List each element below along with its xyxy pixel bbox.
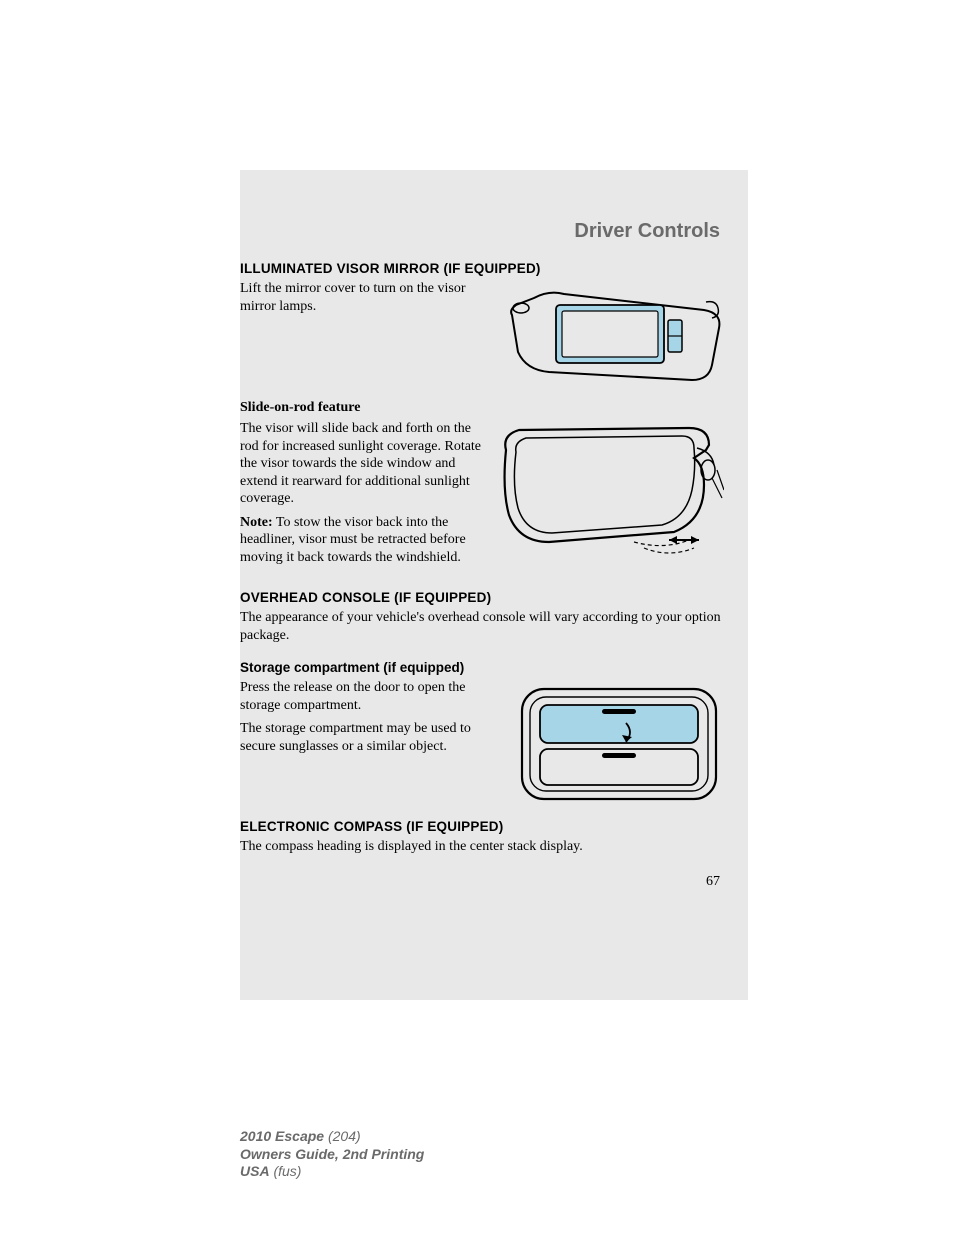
figure-visor-mirror bbox=[504, 280, 724, 390]
figure-slide-rod bbox=[494, 420, 724, 580]
body-storage-1: Press the release on the door to open th… bbox=[240, 679, 504, 714]
section-visor-mirror: Lift the mirror cover to turn on the vis… bbox=[240, 280, 724, 390]
heading-compass: ELECTRONIC COMPASS (IF EQUIPPED) bbox=[240, 819, 724, 834]
footer-line-1: 2010 Escape (204) bbox=[240, 1128, 424, 1146]
note-body: To stow the visor back into the headline… bbox=[240, 515, 466, 565]
body-compass: The compass heading is displayed in the … bbox=[240, 838, 724, 856]
footer-line-3: USA (fus) bbox=[240, 1163, 424, 1181]
figure-storage bbox=[514, 679, 724, 809]
footer-code: (204) bbox=[324, 1128, 361, 1144]
footer-region-code: (fus) bbox=[270, 1163, 302, 1179]
page-content: Driver Controls ILLUMINATED VISOR MIRROR… bbox=[240, 220, 724, 890]
heading-visor-mirror: ILLUMINATED VISOR MIRROR (IF EQUIPPED) bbox=[240, 261, 724, 276]
body-overhead: The appearance of your vehicle's overhea… bbox=[240, 609, 724, 644]
body-slide-rod: The visor will slide back and forth on t… bbox=[240, 420, 484, 508]
chapter-title: Driver Controls bbox=[240, 220, 724, 243]
footer: 2010 Escape (204) Owners Guide, 2nd Prin… bbox=[240, 1128, 424, 1181]
heading-storage: Storage compartment (if equipped) bbox=[240, 660, 724, 675]
body-visor-mirror: Lift the mirror cover to turn on the vis… bbox=[240, 280, 494, 315]
heading-slide-rod: Slide-on-rod feature bbox=[240, 400, 724, 416]
note-label: Note: bbox=[240, 515, 273, 530]
footer-region: USA bbox=[240, 1163, 270, 1179]
footer-line-2: Owners Guide, 2nd Printing bbox=[240, 1146, 424, 1164]
heading-overhead: OVERHEAD CONSOLE (IF EQUIPPED) bbox=[240, 590, 724, 605]
page-background: Driver Controls ILLUMINATED VISOR MIRROR… bbox=[240, 170, 748, 1000]
note-slide-rod: Note: To stow the visor back into the he… bbox=[240, 514, 484, 567]
page-number: 67 bbox=[240, 874, 724, 890]
footer-model: 2010 Escape bbox=[240, 1128, 324, 1144]
body-storage-2: The storage compartment may be used to s… bbox=[240, 720, 504, 755]
section-slide-rod: The visor will slide back and forth on t… bbox=[240, 420, 724, 580]
section-storage: Press the release on the door to open th… bbox=[240, 679, 724, 809]
